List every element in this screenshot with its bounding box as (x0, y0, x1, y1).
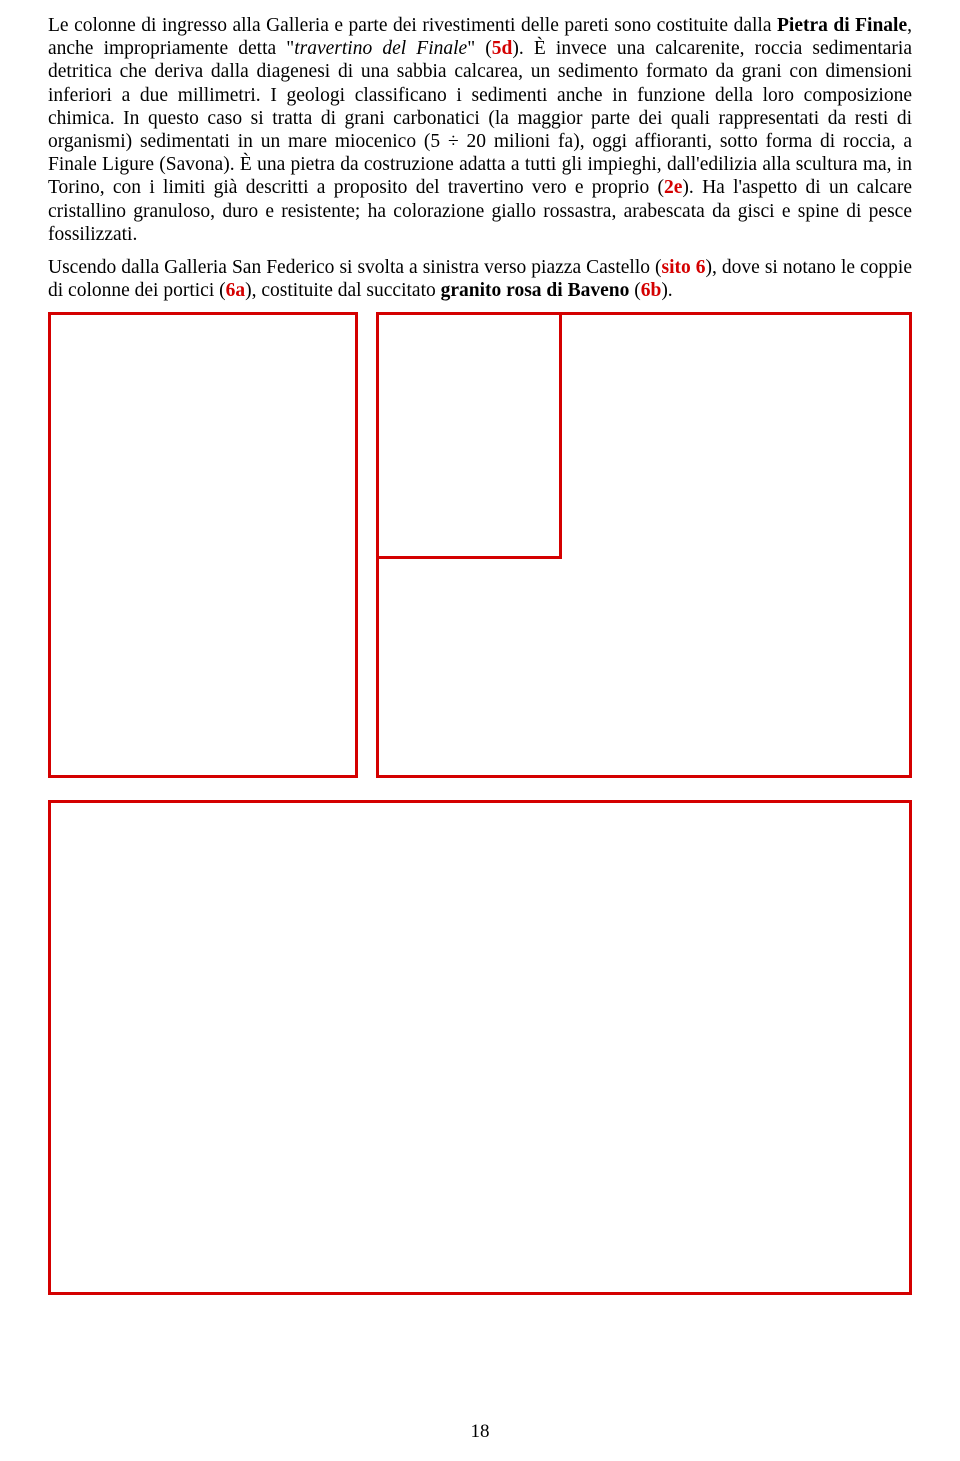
text-run: Le colonne di ingresso alla Galleria e p… (48, 15, 777, 36)
paragraph-2: Uscendo dalla Galleria San Federico si s… (48, 256, 912, 302)
text-run: " ( (467, 38, 492, 59)
text-bold: granito rosa di Baveno (441, 280, 630, 301)
figure-placeholder-left (48, 312, 358, 778)
text-run: ). (661, 280, 672, 301)
figure-row-top (48, 312, 912, 778)
text-bold: Pietra di Finale (777, 15, 907, 36)
text-ref: 5d (492, 38, 513, 59)
text-run: ( (629, 280, 640, 301)
paragraph-1: Le colonne di ingresso alla Galleria e p… (48, 14, 912, 246)
text-run: ). È invece una calcarenite, roccia sedi… (48, 38, 912, 198)
text-ref: 2e (664, 177, 682, 198)
text-run: Uscendo dalla Galleria San Federico si s… (48, 257, 662, 278)
page-number: 18 (0, 1421, 960, 1443)
text-ref: sito 6 (662, 257, 706, 278)
text-ref: 6a (226, 280, 246, 301)
text-run: ), costituite dal succitato (245, 280, 441, 301)
text-italic: travertino del Finale (294, 38, 467, 59)
text-ref: 6b (641, 280, 662, 301)
document-page: Le colonne di ingresso alla Galleria e p… (0, 0, 960, 1461)
figure-placeholder-right-inner (376, 312, 562, 559)
figure-placeholder-wide (48, 800, 912, 1295)
figure-right-group (376, 312, 912, 778)
